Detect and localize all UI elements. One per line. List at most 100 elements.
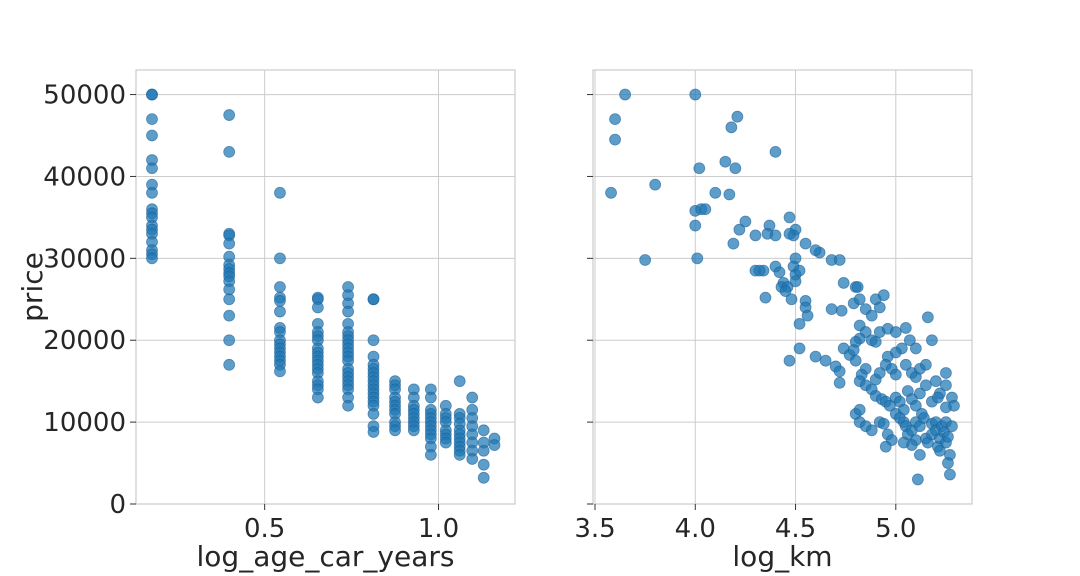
scatter-point xyxy=(889,326,902,338)
scatter-point xyxy=(897,436,910,449)
scatter-point xyxy=(942,457,954,469)
scatter-point xyxy=(453,375,466,388)
scatter-point xyxy=(851,281,864,293)
scatter-point xyxy=(693,162,706,175)
scatter-point xyxy=(759,291,772,304)
scatter-point xyxy=(605,186,617,199)
scatter-point xyxy=(847,344,860,356)
scatter-point xyxy=(940,401,952,414)
scatter-point xyxy=(877,289,890,302)
scatter-point xyxy=(691,252,704,265)
scatter-point xyxy=(274,365,286,378)
scatter-point xyxy=(930,375,942,388)
scatter-point xyxy=(342,399,355,412)
x-axis-label: log_km xyxy=(732,540,832,573)
scatter-point xyxy=(873,301,886,314)
scatter-point xyxy=(899,322,912,334)
scatter-point xyxy=(819,354,832,367)
scatter-point xyxy=(223,293,236,306)
scatter-point xyxy=(453,448,466,461)
y-tick-label: 40000 xyxy=(43,162,126,192)
scatter-point xyxy=(769,145,782,158)
scatter-point xyxy=(609,133,621,146)
scatter-point xyxy=(793,264,806,277)
x-tick-label: 4.5 xyxy=(775,514,816,544)
scatter-point xyxy=(723,188,736,201)
scatter-point xyxy=(769,229,782,242)
y-tick-label: 50000 xyxy=(43,81,126,111)
scatter-panel-log-age-car-years: 0 10000 20000 30000 40000 50000 0.5 1.0log_age_… xyxy=(16,69,516,573)
scatter-point xyxy=(877,417,890,430)
scatter-point xyxy=(342,305,355,318)
scatter-point xyxy=(146,186,158,199)
scatter-panel-log-km: 3.5 4.0 4.5 5.0 log_km xyxy=(574,69,973,573)
scatter-point xyxy=(911,473,924,486)
scatter-point xyxy=(609,113,621,126)
y-tick-label: 30000 xyxy=(43,244,126,274)
scatter-point xyxy=(729,162,742,175)
scatter-point xyxy=(477,424,490,437)
scatter-point xyxy=(488,439,501,451)
scatter-point xyxy=(865,309,878,322)
scatter-point xyxy=(925,334,938,347)
x-tick-label: 1.0 xyxy=(418,514,459,544)
scatter-point xyxy=(223,334,236,347)
scatter-point xyxy=(367,293,380,306)
scatter-point xyxy=(869,335,882,348)
y-tick-label: 10000 xyxy=(43,408,126,438)
scatter-point xyxy=(719,155,732,168)
scatter-point xyxy=(940,379,952,392)
scatter-point xyxy=(146,113,158,126)
scatter-point xyxy=(849,354,862,367)
scatter-point xyxy=(649,178,662,191)
scatter-point xyxy=(477,471,490,484)
scatter-point xyxy=(223,283,236,296)
plot-frame xyxy=(135,69,516,505)
scatter-point xyxy=(689,219,702,232)
scatter-point xyxy=(389,424,401,437)
scatter-point xyxy=(439,436,452,449)
scatter-point xyxy=(789,275,802,288)
y-axis-label: price xyxy=(16,252,49,322)
scatter-point xyxy=(835,304,848,317)
scatter-point xyxy=(407,424,420,437)
scatter-point xyxy=(833,254,846,266)
scatter-point xyxy=(725,121,738,134)
scatter-point xyxy=(466,453,479,465)
scatter-point xyxy=(825,303,838,316)
scatter-point xyxy=(799,237,812,250)
scatter-point xyxy=(274,295,286,307)
x-axis-label: log_age_car_years xyxy=(197,540,455,573)
scatter-point xyxy=(733,223,746,236)
scatter-point xyxy=(274,305,286,318)
scatter-point xyxy=(837,277,850,289)
scatter-point xyxy=(853,403,866,416)
scatter-point xyxy=(934,444,946,457)
scatter-point xyxy=(639,254,652,266)
scatter-point xyxy=(739,215,752,228)
scatter-point xyxy=(783,211,796,224)
scatter-point xyxy=(921,311,934,324)
scatter-point xyxy=(899,358,912,371)
scatter-point xyxy=(367,426,380,438)
scatter-point xyxy=(809,244,822,257)
scatter-point xyxy=(223,109,236,121)
scatter-point xyxy=(731,110,744,123)
scatter-point xyxy=(793,342,806,355)
x-tick-label: 3.5 xyxy=(574,514,615,544)
plot-frame xyxy=(592,69,973,505)
scatter-point xyxy=(753,264,766,277)
scatter-point xyxy=(913,387,926,400)
scatter-point xyxy=(853,293,866,306)
scatter-point xyxy=(919,379,932,392)
scatter-point xyxy=(873,367,886,379)
scatter-point xyxy=(773,266,786,279)
scatter-point xyxy=(146,252,158,265)
scatter-point xyxy=(783,354,796,367)
scatter-point xyxy=(727,237,740,250)
scatter-point xyxy=(689,88,702,101)
scatter-point xyxy=(223,358,236,371)
scatter-point xyxy=(274,252,286,265)
scatter-point xyxy=(367,334,380,347)
